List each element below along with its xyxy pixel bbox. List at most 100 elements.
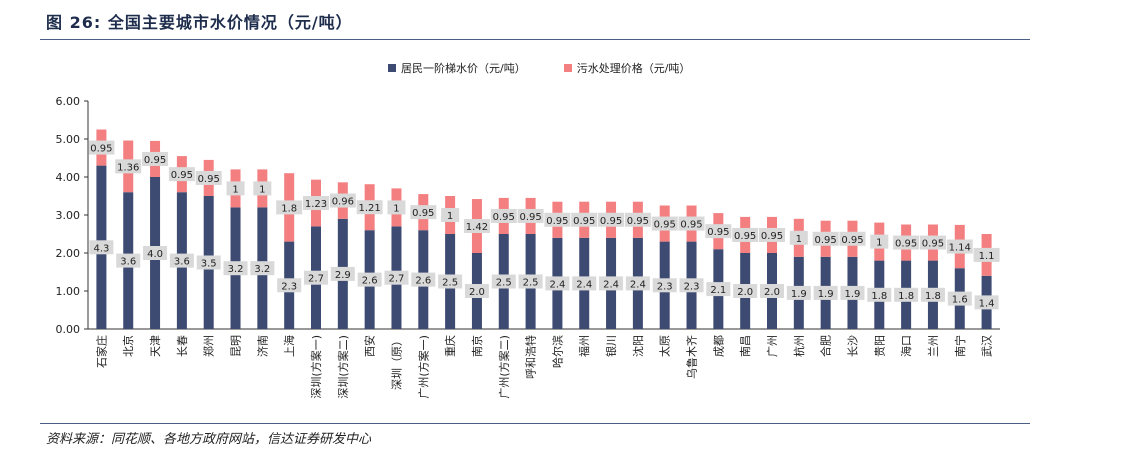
x-tick-label: 合肥: [819, 335, 833, 357]
data-label-resident: 2.9: [335, 270, 351, 281]
data-label-resident: 2.4: [576, 279, 592, 290]
data-label-bg: [706, 282, 731, 297]
x-tick-label: 昆明: [230, 335, 243, 357]
data-label-sewage: 0.95: [734, 231, 756, 242]
source-note: 资料来源：同花顺、各地方政府网站，信达证券研发中心: [46, 432, 372, 447]
data-label-sewage: 0.95: [573, 216, 595, 227]
data-label-bg: [598, 212, 625, 227]
data-label-bg: [387, 200, 406, 215]
data-label-sewage: 0.95: [198, 174, 220, 185]
legend-label-resident: 居民一阶梯水价（元/吨）: [401, 62, 526, 75]
data-label-sewage: 1.1: [979, 251, 995, 262]
data-label-sewage: 0.95: [654, 220, 676, 231]
x-tick-label: 太原: [659, 335, 672, 357]
data-label-bg: [679, 278, 704, 293]
x-tick-label: 南京: [470, 335, 484, 357]
data-label-sewage: 0.95: [895, 239, 917, 250]
legend-swatch-resident: [388, 64, 396, 72]
x-tick-label: 乌鲁木齐: [685, 335, 699, 379]
x-tick-label: 济南: [255, 335, 269, 357]
data-label-sewage: 1.8: [281, 203, 297, 214]
data-label-sewage: 0.95: [761, 231, 783, 242]
x-tick-label: 北京: [121, 335, 135, 357]
data-label-bg: [760, 284, 784, 298]
stacked-bar-chart: 0.00 1.00 2.00 3.00 4.00 5.00 6.00 4.3 0.95 石家庄 3.…: [56, 95, 1000, 399]
legend-label-sewage: 污水处理价格（元/吨）: [576, 62, 691, 75]
data-label-resident: 1.8: [898, 291, 914, 302]
data-label-bg: [463, 219, 490, 234]
data-label-bg: [143, 246, 168, 260]
x-tick-label: 兰州: [927, 335, 940, 357]
data-label-bg: [624, 212, 651, 227]
data-label-bg: [652, 278, 677, 293]
data-label-bg: [329, 193, 356, 208]
top-rule: [40, 39, 1030, 40]
data-label-bg: [169, 253, 194, 268]
y-tick-label: 1.00: [56, 285, 81, 298]
data-label-resident: 3.6: [174, 257, 190, 268]
data-label-sewage: 1.14: [949, 243, 971, 254]
data-label-bg: [840, 285, 865, 300]
data-label-resident: 2.3: [657, 281, 673, 292]
data-label-sewage: 1: [393, 203, 399, 214]
data-label-bg: [438, 274, 463, 289]
data-label-bg: [304, 270, 328, 285]
data-label-bg: [973, 247, 1000, 262]
data-label-sewage: 0.95: [707, 227, 729, 238]
data-label-resident: 2.6: [362, 276, 378, 287]
data-label-bg: [599, 276, 624, 291]
x-tick-label: 广州(方案二): [497, 335, 511, 399]
data-label-resident: 4.3: [93, 243, 109, 254]
data-label-bg: [303, 196, 329, 211]
data-label-sewage: 0.96: [332, 197, 354, 208]
data-label-resident: 2.5: [442, 278, 458, 289]
data-label-bg: [946, 239, 973, 254]
data-label-sewage: 0.95: [519, 212, 541, 223]
data-label-resident: 1.8: [925, 291, 941, 302]
data-label-sewage: 0.95: [600, 216, 622, 227]
x-tick-label: 南宁: [953, 335, 967, 357]
x-tick-label: 长春: [176, 335, 189, 357]
data-label-resident: 1.6: [952, 295, 968, 306]
data-label-resident: 2.0: [764, 287, 780, 298]
data-label-bg: [168, 167, 195, 182]
data-label-bg: [812, 231, 839, 246]
data-label-sewage: 0.95: [90, 144, 112, 155]
data-label-bg: [116, 253, 141, 268]
data-label-bg: [277, 278, 302, 293]
x-tick-label: 深圳(方案一): [309, 335, 323, 399]
data-label-bg: [974, 295, 999, 310]
data-label-sewage: 1.21: [359, 203, 381, 214]
data-label-bg: [410, 205, 437, 220]
x-tick-label: 哈尔滨: [550, 335, 564, 368]
data-label-sewage: 0.95: [546, 216, 568, 227]
x-tick-label: 银川: [604, 335, 618, 357]
data-label-bg: [115, 159, 142, 174]
x-tick-label: 长沙: [846, 335, 859, 357]
data-label-sewage: 0.95: [412, 208, 434, 219]
data-label-bg: [142, 151, 169, 166]
y-tick-label: 4.00: [56, 171, 81, 184]
legend-item-resident: 居民一阶梯水价（元/吨）: [388, 60, 526, 76]
x-tick-label: 成都: [712, 335, 725, 357]
chart-legend: 居民一阶梯水价（元/吨） 污水处理价格（元/吨）: [388, 60, 728, 76]
x-tick-label: 上海: [282, 335, 296, 357]
data-label-bg: [893, 235, 920, 250]
data-label-sewage: 1: [259, 184, 265, 195]
x-tick-label: 深圳(方案二): [336, 335, 350, 399]
x-tick-label: 重庆: [443, 335, 457, 357]
data-label-bg: [813, 285, 838, 300]
data-label-resident: 2.4: [603, 279, 619, 290]
data-label-bg: [356, 200, 383, 215]
data-label-resident: 1.9: [791, 289, 807, 300]
data-label-sewage: 0.95: [680, 220, 702, 231]
data-label-resident: 3.5: [201, 259, 217, 270]
data-label-bg: [411, 272, 436, 287]
figure-label: 图 26:: [46, 13, 102, 32]
x-tick-label: 贵阳: [873, 335, 886, 357]
data-label-sewage: 1.42: [466, 222, 488, 233]
x-tick-label: 海口: [899, 335, 913, 357]
data-label-sewage: 1.23: [305, 199, 327, 210]
data-label-bg: [947, 291, 972, 306]
figure-title: 图 26: 全国主要城市水价情况（元/吨）: [46, 9, 353, 33]
